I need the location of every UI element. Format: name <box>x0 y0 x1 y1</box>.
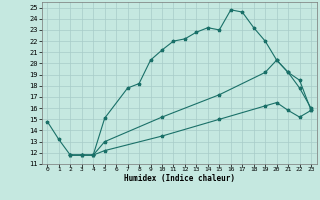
X-axis label: Humidex (Indice chaleur): Humidex (Indice chaleur) <box>124 174 235 183</box>
